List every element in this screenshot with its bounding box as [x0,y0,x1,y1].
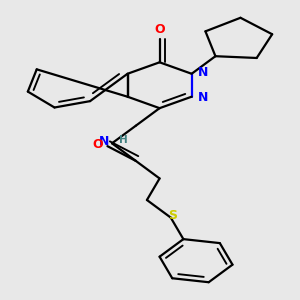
Text: H: H [118,135,127,145]
Text: N: N [198,91,208,104]
Text: O: O [154,23,165,36]
Text: O: O [92,138,103,151]
Text: N: N [99,135,109,148]
Text: S: S [169,209,178,222]
Text: N: N [198,66,208,79]
